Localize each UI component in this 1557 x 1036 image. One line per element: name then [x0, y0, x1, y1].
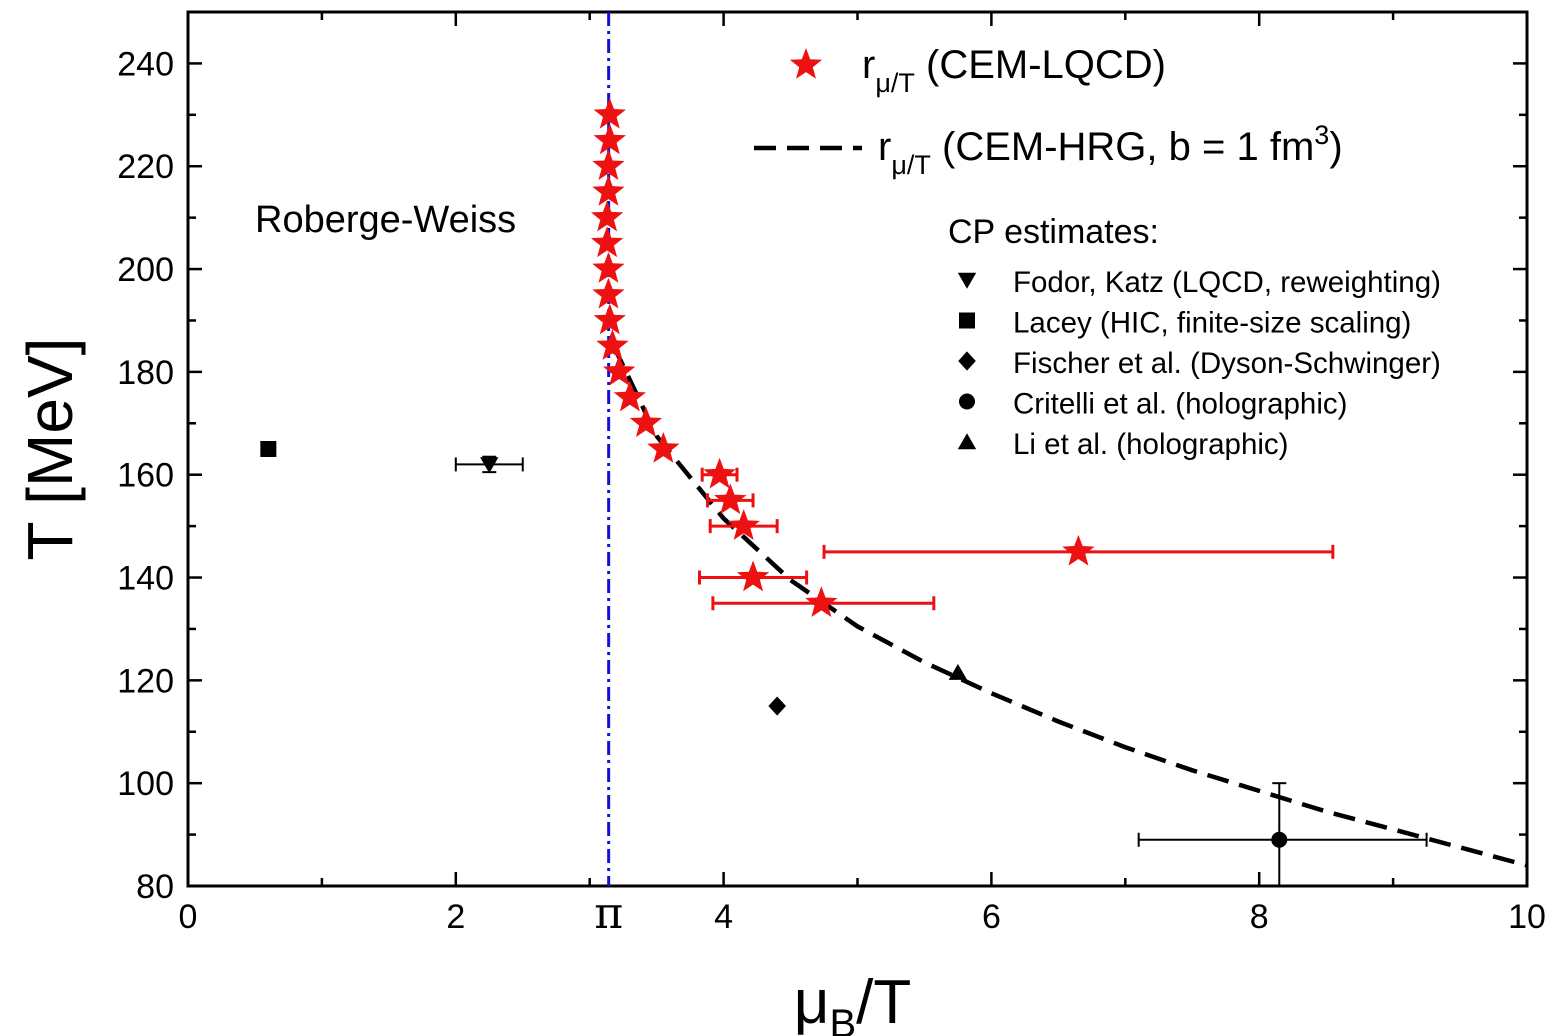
cem-hrg-curve — [611, 345, 1528, 868]
lqcd-point — [592, 277, 625, 309]
lqcd-point — [593, 123, 626, 155]
lqcd-star-marker — [592, 277, 625, 309]
cp-marker-triangle-up — [948, 663, 968, 680]
cp-point-diamond — [768, 696, 786, 716]
cp-marker-square — [260, 441, 277, 457]
x-tick-label: 0 — [179, 898, 198, 936]
legend-cp-marker-triangle-up — [957, 433, 977, 450]
lqcd-star-marker — [629, 406, 663, 438]
lqcd-star-marker — [727, 509, 760, 540]
legend-cp-label: Lacey (HIC, finite-size scaling) — [1013, 307, 1411, 340]
lqcd-star-marker — [647, 432, 680, 463]
legend-cp-label: Fischer et al. (Dyson-Schwinger) — [1013, 347, 1441, 380]
cp-marker-triangle-down — [480, 457, 499, 474]
x-tick-label: 10 — [1508, 898, 1546, 936]
legend-lqcd-label: rμ/T (CEM-LQCD) — [862, 43, 1166, 98]
cp-estimates-heading: CP estimates: — [948, 213, 1159, 251]
lqcd-point — [593, 303, 626, 335]
lqcd-point — [711, 586, 936, 617]
x-tick-label-pi: π — [594, 888, 623, 939]
x-tick-label: 4 — [714, 898, 733, 936]
legend-hrg-label: rμ/T (CEM-HRG, b = 1 fm3) — [878, 120, 1343, 180]
cp-estimate-points — [260, 441, 1428, 887]
lqcd-point — [613, 380, 647, 412]
annotations: Roberge-Weiss — [255, 199, 516, 241]
lqcd-star-marker — [613, 380, 647, 412]
lqcd-point — [593, 97, 626, 129]
y-tick-label: 120 — [117, 662, 174, 700]
lqcd-star-marker — [714, 483, 747, 515]
lqcd-point — [596, 329, 629, 360]
y-tick-label: 160 — [117, 457, 174, 495]
lqcd-point — [647, 432, 680, 463]
legend-cp-marker-square — [959, 312, 975, 329]
y-axis-title: T [MeV] — [14, 338, 86, 561]
lqcd-star-marker — [805, 586, 838, 617]
lqcd-star-marker — [592, 149, 625, 180]
lqcd-star-marker — [602, 354, 636, 386]
lqcd-star-marker — [736, 560, 770, 592]
y-tick-label: 140 — [117, 560, 174, 598]
roberge-weiss-label: Roberge-Weiss — [255, 199, 516, 241]
x-tick-label: 6 — [982, 898, 1001, 936]
lqcd-point — [700, 457, 739, 489]
cem-lqcd-points — [590, 97, 1335, 617]
y-tick-label: 180 — [117, 354, 174, 392]
cp-marker-diamond — [768, 696, 786, 716]
lqcd-star-marker — [593, 303, 626, 335]
lqcd-star-marker — [593, 123, 626, 155]
lqcd-star-marker — [590, 200, 624, 232]
cp-point-circle — [1137, 782, 1428, 887]
y-tick-label: 200 — [117, 251, 174, 289]
lqcd-point — [822, 534, 1335, 566]
legend-lqcd-star — [789, 48, 823, 79]
lqcd-star-marker — [592, 174, 625, 206]
cp-point-triangle-up — [948, 663, 968, 680]
legend-cp-label: Li et al. (holographic) — [1013, 428, 1288, 461]
lqcd-point — [708, 509, 779, 540]
cp-marker-circle — [1271, 831, 1288, 848]
y-tick-label: 240 — [117, 45, 174, 83]
axis-ticks — [186, 10, 1529, 888]
x-tick-label: 2 — [446, 898, 465, 936]
cp-point-square — [260, 441, 277, 457]
legend-cp-marker-circle — [959, 393, 975, 410]
y-tick-label: 80 — [136, 868, 174, 906]
cp-point-triangle-down — [454, 455, 524, 474]
legend-cp-marker-diamond — [958, 351, 976, 371]
lqcd-point — [592, 252, 625, 283]
y-tick-label: 100 — [117, 765, 174, 803]
lqcd-star-marker — [703, 457, 736, 489]
lqcd-point — [629, 406, 663, 438]
legend-cp-label: Critelli et al. (holographic) — [1013, 388, 1347, 421]
lqcd-point — [706, 483, 755, 515]
lqcd-star-marker — [1062, 534, 1095, 566]
cem-hrg-dashed-line — [611, 345, 1528, 868]
y-tick-label: 220 — [117, 148, 174, 186]
x-tick-label: 8 — [1250, 898, 1269, 936]
axis-tick-labels: 0 2 4 6 8 10 π 80 100 120 140 160 180 200 220 240 — [117, 45, 1546, 939]
legend-cp-label: Fodor, Katz (LQCD, reweighting) — [1013, 266, 1441, 299]
lqcd-point — [592, 174, 625, 206]
legend-cp-marker-triangle-down — [957, 272, 977, 289]
lqcd-star-marker — [596, 329, 629, 360]
x-axis-title: μB/T — [794, 968, 912, 1036]
lqcd-point — [602, 354, 636, 386]
lqcd-point — [697, 560, 809, 592]
lqcd-star-marker — [590, 226, 624, 258]
lqcd-point — [590, 226, 624, 258]
legend: rμ/T (CEM-LQCD) rμ/T (CEM-HRG, b = 1 fm3)… — [754, 43, 1441, 461]
lqcd-point — [592, 149, 625, 180]
lqcd-point — [590, 200, 624, 232]
lqcd-star-marker — [593, 97, 626, 129]
lqcd-star-marker — [592, 252, 625, 283]
